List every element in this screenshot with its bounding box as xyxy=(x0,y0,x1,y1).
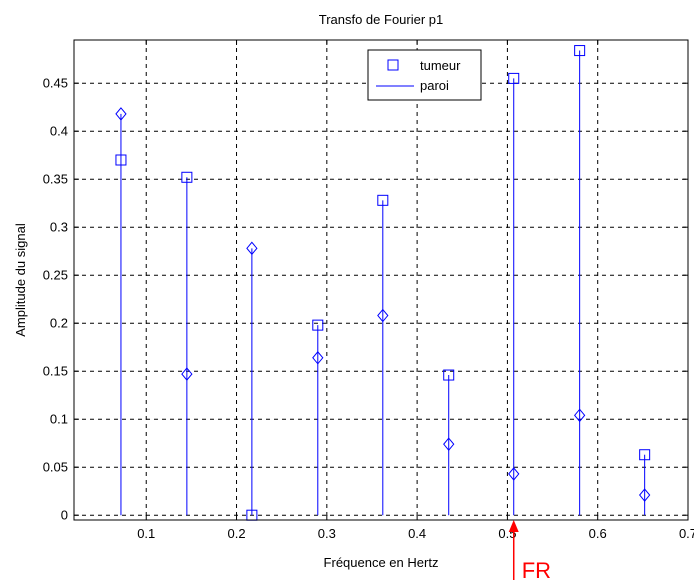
tumeur-point xyxy=(377,194,389,206)
y-tick-label: 0.25 xyxy=(43,268,68,283)
x-tick-label: 0.6 xyxy=(589,526,607,541)
legend-square-marker xyxy=(387,59,399,71)
legend-label-paroi: paroi xyxy=(420,78,449,93)
x-tick-label: 0.1 xyxy=(137,526,155,541)
fr-annotation-label: FR xyxy=(522,558,551,583)
tumeur-point xyxy=(508,72,520,84)
y-tick-label: 0 xyxy=(61,508,68,523)
x-tick-label: 0.7 xyxy=(679,526,694,541)
chart-title: Transfo de Fourier p1 xyxy=(319,12,444,27)
paroi-point xyxy=(443,437,455,451)
y-tick-label: 0.2 xyxy=(50,316,68,331)
x-tick-label: 0.3 xyxy=(318,526,336,541)
x-axis-label: Fréquence en Hertz xyxy=(324,555,439,570)
paroi-point xyxy=(639,488,651,502)
tumeur-point xyxy=(181,171,193,183)
y-tick-label: 0.3 xyxy=(50,220,68,235)
x-tick-label: 0.4 xyxy=(408,526,426,541)
x-tick-label: 0.2 xyxy=(227,526,245,541)
paroi-point xyxy=(573,408,586,423)
stems xyxy=(120,50,646,516)
tumeur-point xyxy=(639,449,651,461)
tumeur-point xyxy=(574,45,586,57)
paroi-point xyxy=(508,467,520,481)
y-tick-label: 0.45 xyxy=(43,76,68,91)
fr-arrow-head xyxy=(508,520,519,532)
y-tick-label: 0.35 xyxy=(43,172,68,187)
legend-box xyxy=(367,49,482,101)
paroi-point xyxy=(312,350,324,365)
paroi-point xyxy=(115,107,127,121)
legend-label-tumeur: tumeur xyxy=(420,58,461,73)
fr-annotation: FR xyxy=(508,520,551,583)
markers xyxy=(115,45,651,521)
y-tick-label: 0.4 xyxy=(50,124,68,139)
paroi-point xyxy=(377,308,389,323)
axis-ticks: 0.1 0.2 0.3 0.4 0.5 0.6 0.700.050.10.150.20.25… xyxy=(43,40,694,541)
tumeur-point xyxy=(443,369,455,381)
y-axis-label: Amplitude du signal xyxy=(13,223,28,337)
tumeur-point xyxy=(312,319,324,331)
y-tick-label: 0.15 xyxy=(43,364,68,379)
paroi-point xyxy=(181,367,193,381)
legend: tumeur paroi xyxy=(367,49,482,101)
plot-area-frame xyxy=(73,39,689,521)
tumeur-point xyxy=(115,154,127,166)
y-tick-label: 0.05 xyxy=(43,460,68,475)
paroi-point xyxy=(246,241,258,256)
y-tick-label: 0.1 xyxy=(50,412,68,427)
